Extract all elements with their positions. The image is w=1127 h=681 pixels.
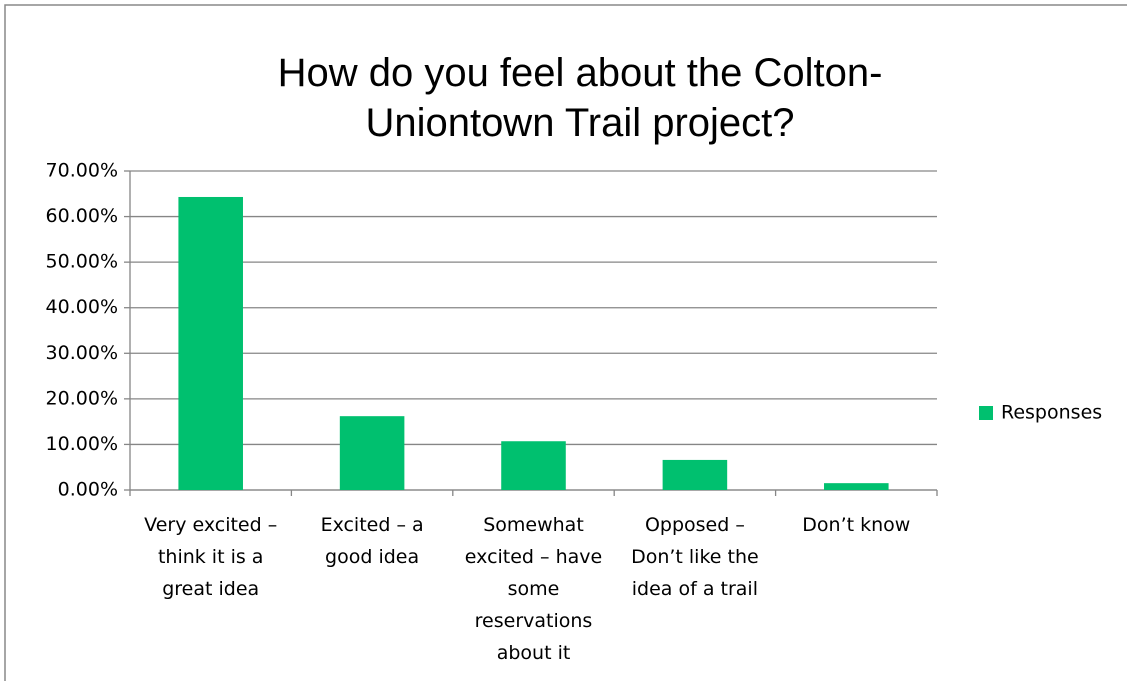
chart-title: How do you feel about the Colton-Unionto…	[278, 51, 883, 145]
y-tick-label: 70.00%	[46, 160, 118, 182]
x-tick-label: Somewhat excited – have some reservations ab…	[465, 514, 602, 664]
x-tick-label: Excited – a good idea	[321, 514, 424, 568]
y-tick-label: 10.00%	[46, 433, 118, 455]
bar	[662, 459, 728, 490]
y-tick-label: 40.00%	[46, 296, 118, 318]
y-tick-label: 50.00%	[46, 251, 118, 273]
x-tick-label: Very excited – think it is a great idea	[144, 514, 277, 600]
bar	[178, 196, 243, 490]
legend-label: Responses	[1001, 402, 1102, 424]
bar	[501, 441, 566, 490]
y-tick-label: 30.00%	[46, 342, 118, 364]
x-tick-label: Don’t know	[802, 514, 910, 536]
y-tick-label: 20.00%	[46, 387, 118, 409]
x-tick-label: Opposed – Don’t like the idea of a trail	[631, 514, 759, 600]
bar	[339, 416, 405, 490]
bar	[824, 483, 889, 490]
legend-swatch	[979, 406, 993, 420]
y-tick-label: 0.00%	[58, 479, 118, 501]
y-tick-label: 60.00%	[46, 205, 118, 227]
